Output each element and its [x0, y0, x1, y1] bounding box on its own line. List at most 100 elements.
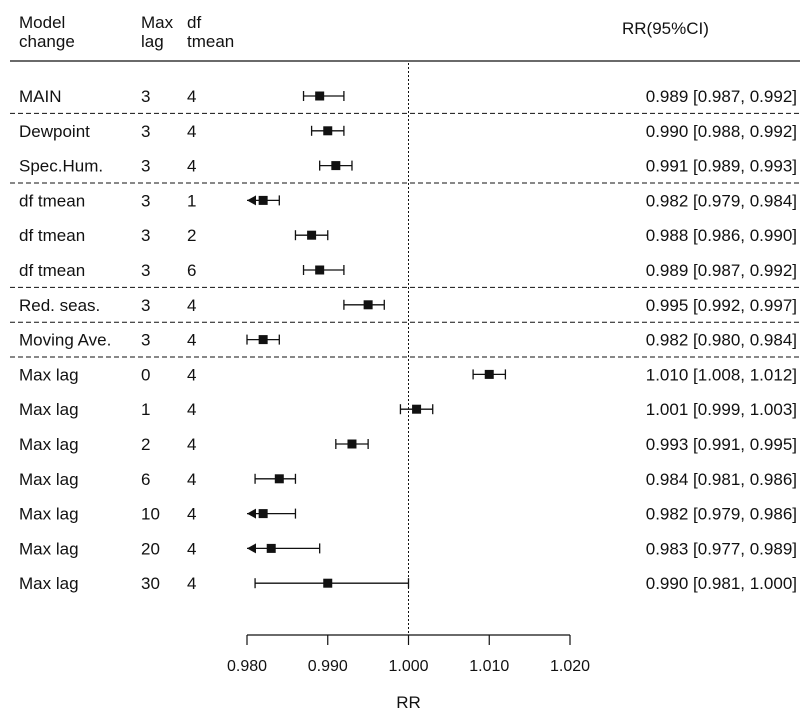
group-separators [10, 60, 800, 358]
x-tick-label: 1.010 [469, 658, 509, 675]
forest-row: Max lag 10 4 0.982 [0.979, 0.986] [19, 505, 797, 524]
row-df-tmean: 4 [187, 296, 196, 315]
x-tick-label: 1.000 [388, 658, 428, 675]
row-rr-ci-label: 1.010 [1.008, 1.012] [646, 365, 797, 384]
row-model-label: df tmean [19, 191, 85, 210]
forest-row: Spec.Hum. 3 4 0.991 [0.989, 0.993] [19, 157, 797, 176]
row-rr-ci-label: 0.988 [0.986, 0.990] [646, 226, 797, 245]
row-df-tmean: 4 [187, 157, 196, 176]
row-max-lag: 3 [141, 296, 150, 315]
point-estimate [363, 300, 373, 310]
row-df-tmean: 2 [187, 226, 196, 245]
forest-row: Max lag 0 4 1.010 [1.008, 1.012] [19, 365, 797, 384]
forest-row: Max lag 30 4 0.990 [0.981, 1.000] [19, 574, 797, 593]
row-rr-ci-label: 0.983 [0.977, 0.989] [646, 539, 797, 558]
row-max-lag: 3 [141, 191, 150, 210]
point-estimate [331, 161, 341, 171]
header-df-line2: tmean [187, 32, 234, 51]
forest-row: Dewpoint 3 4 0.990 [0.988, 0.992] [19, 122, 797, 141]
row-max-lag: 1 [141, 400, 150, 419]
row-df-tmean: 4 [187, 87, 196, 106]
row-max-lag: 3 [141, 331, 150, 350]
point-estimate [347, 439, 357, 449]
header-model-line2: change [19, 32, 75, 51]
column-headers: Model change Max lag df tmean RR(95%CI) [19, 13, 709, 51]
row-df-tmean: 4 [187, 435, 196, 454]
row-max-lag: 30 [141, 574, 160, 593]
row-df-tmean: 4 [187, 574, 196, 593]
x-tick-label: 0.990 [308, 658, 348, 675]
row-rr-ci-label: 0.982 [0.979, 0.984] [646, 191, 797, 210]
row-model-label: Max lag [19, 574, 79, 593]
forest-row: df tmean 3 2 0.988 [0.986, 0.990] [19, 226, 797, 245]
point-estimate [258, 195, 268, 205]
row-rr-ci-label: 0.982 [0.979, 0.986] [646, 505, 797, 524]
forest-row: df tmean 3 1 0.982 [0.979, 0.984] [19, 191, 797, 210]
forest-row: Moving Ave. 3 4 0.982 [0.980, 0.984] [19, 331, 797, 350]
point-estimate [258, 509, 268, 519]
x-tick-label: 1.020 [550, 658, 590, 675]
row-model-label: df tmean [19, 226, 85, 245]
row-df-tmean: 4 [187, 122, 196, 141]
point-estimate [412, 404, 422, 414]
row-model-label: Moving Ave. [19, 331, 111, 350]
row-max-lag: 3 [141, 122, 150, 141]
row-max-lag: 6 [141, 470, 150, 489]
row-model-label: Max lag [19, 539, 79, 558]
row-df-tmean: 4 [187, 331, 196, 350]
row-rr-ci-label: 0.990 [0.988, 0.992] [646, 122, 797, 141]
row-df-tmean: 4 [187, 539, 196, 558]
ci-arrow-low [247, 195, 256, 206]
ci-arrow-low [247, 543, 256, 554]
row-model-label: Max lag [19, 435, 79, 454]
row-model-label: Max lag [19, 365, 79, 384]
row-model-label: Max lag [19, 400, 79, 419]
row-max-lag: 0 [141, 365, 150, 384]
row-model-label: Max lag [19, 505, 79, 524]
row-model-label: MAIN [19, 87, 62, 106]
row-rr-ci-label: 0.993 [0.991, 0.995] [646, 435, 797, 454]
point-estimate [307, 230, 317, 240]
point-estimate [315, 265, 325, 275]
row-model-label: Spec.Hum. [19, 157, 103, 176]
row-df-tmean: 4 [187, 470, 196, 489]
row-max-lag: 3 [141, 87, 150, 106]
forest-row: Max lag 6 4 0.984 [0.981, 0.986] [19, 470, 797, 489]
row-rr-ci-label: 0.991 [0.989, 0.993] [646, 157, 797, 176]
row-max-lag: 20 [141, 539, 160, 558]
header-model-line1: Model [19, 13, 65, 32]
row-rr-ci-label: 0.982 [0.980, 0.984] [646, 331, 797, 350]
row-df-tmean: 4 [187, 365, 196, 384]
row-max-lag: 10 [141, 505, 160, 524]
row-model-label: Red. seas. [19, 296, 100, 315]
forest-row: Max lag 1 4 1.001 [0.999, 1.003] [19, 400, 797, 419]
x-axis-title: RR [396, 693, 421, 712]
row-rr-ci-label: 0.989 [0.987, 0.992] [646, 261, 797, 280]
row-model-label: Dewpoint [19, 122, 90, 141]
forest-row: Max lag 20 4 0.983 [0.977, 0.989] [19, 539, 797, 558]
row-model-label: df tmean [19, 261, 85, 280]
row-max-lag: 3 [141, 157, 150, 176]
forest-row: Max lag 2 4 0.993 [0.991, 0.995] [19, 435, 797, 454]
x-tick-label: 0.980 [227, 658, 267, 675]
header-lag-line1: Max [141, 13, 174, 32]
row-rr-ci-label: 0.984 [0.981, 0.986] [646, 470, 797, 489]
row-max-lag: 3 [141, 261, 150, 280]
row-max-lag: 2 [141, 435, 150, 454]
point-estimate [323, 578, 333, 588]
point-estimate [484, 369, 494, 379]
row-df-tmean: 1 [187, 191, 196, 210]
forest-row: Red. seas. 3 4 0.995 [0.992, 0.997] [19, 296, 797, 315]
forest-row: df tmean 3 6 0.989 [0.987, 0.992] [19, 261, 797, 280]
row-model-label: Max lag [19, 470, 79, 489]
row-rr-ci-label: 1.001 [0.999, 1.003] [646, 400, 797, 419]
row-df-tmean: 4 [187, 505, 196, 524]
row-rr-ci-label: 0.990 [0.981, 1.000] [646, 574, 797, 593]
header-df-line1: df [187, 13, 201, 32]
row-rr-ci-label: 0.995 [0.992, 0.997] [646, 296, 797, 315]
x-axis: 0.980 0.990 1.000 1.010 1.020 [227, 634, 590, 675]
forest-rows: MAIN 3 4 0.989 [0.987, 0.992] Dewpoint 3 4 0.99… [19, 87, 797, 593]
forest-row: MAIN 3 4 0.989 [0.987, 0.992] [19, 87, 797, 106]
row-rr-ci-label: 0.989 [0.987, 0.992] [646, 87, 797, 106]
